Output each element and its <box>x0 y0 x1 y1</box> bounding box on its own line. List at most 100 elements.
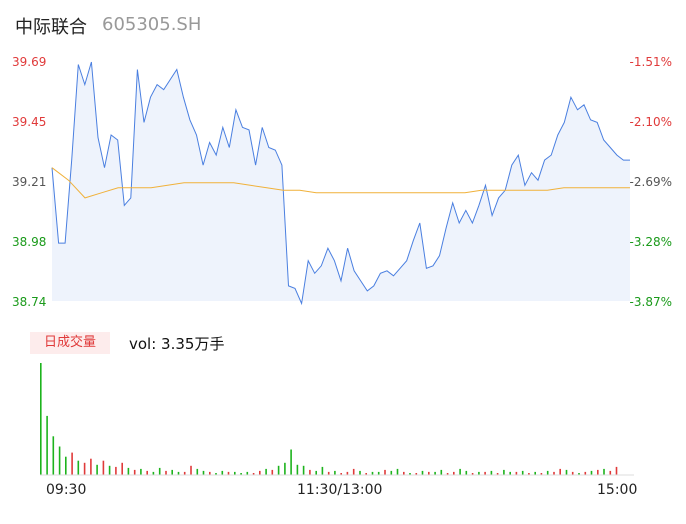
average-price-line <box>51 167 630 199</box>
volume-bar <box>377 471 380 475</box>
volume-bar <box>327 471 330 475</box>
volume-bar <box>546 470 549 475</box>
volume-bar <box>490 470 493 475</box>
volume-bar <box>609 470 612 475</box>
volume-bar <box>565 469 568 475</box>
volume-bar <box>152 471 155 475</box>
volume-bar <box>559 468 561 475</box>
volume-bar <box>271 469 274 475</box>
volume-bar <box>334 470 336 475</box>
volume-bar <box>484 471 486 475</box>
ytick-left-4: 38.74 <box>12 295 47 309</box>
volume-bar <box>578 473 580 475</box>
volume-bar <box>428 471 430 475</box>
volume-bar <box>108 465 111 475</box>
volume-bar <box>165 470 167 475</box>
volume-bar <box>246 471 249 475</box>
stock-name: 中际联合 <box>15 17 87 38</box>
volume-tab[interactable]: 日成交量 <box>30 332 110 354</box>
volume-bar <box>446 473 449 475</box>
ytick-right-4: -3.87% <box>629 295 672 309</box>
volume-bar <box>352 468 355 475</box>
volume-bar <box>190 465 192 475</box>
volume-bar <box>534 471 536 475</box>
volume-bar <box>202 470 205 475</box>
ytick-left-0: 39.69 <box>12 55 47 69</box>
volume-bar <box>127 467 130 475</box>
volume-bar <box>403 471 405 475</box>
ytick-right-3: -3.28% <box>629 235 672 249</box>
volume-bar <box>521 470 524 475</box>
volume-bar <box>340 473 342 475</box>
volume-bar <box>553 471 555 475</box>
volume-bar <box>290 449 292 475</box>
volume-bar <box>171 469 173 475</box>
volume-bar <box>40 363 42 475</box>
volume-bar <box>384 469 386 475</box>
price-area <box>52 62 630 304</box>
ytick-left-3: 38.98 <box>12 235 47 249</box>
volume-bar <box>453 471 455 475</box>
volume-bar <box>409 473 411 475</box>
xtick-open: 09:30 <box>46 482 87 498</box>
volume-bar <box>221 470 224 475</box>
volume-bar <box>96 464 98 475</box>
volume-bar <box>509 471 511 475</box>
volume-bar <box>371 471 374 475</box>
volume-bar <box>52 436 55 475</box>
volume-bar <box>584 471 587 475</box>
volume-bar <box>496 473 499 475</box>
volume-bar <box>102 460 105 475</box>
volume-bar <box>209 471 211 475</box>
volume-bar <box>252 473 255 475</box>
volume-bar <box>597 469 599 475</box>
volume-bar <box>459 468 461 475</box>
volume-bar <box>528 473 530 475</box>
stock-code: 605305.SH <box>102 14 202 35</box>
volume-bar <box>309 469 311 475</box>
volume-total: vol: 3.35万手 <box>129 335 225 353</box>
volume-bar <box>77 460 80 475</box>
volume-bar <box>396 468 399 475</box>
price-line <box>51 61 630 306</box>
xtick-close: 15:00 <box>597 482 638 498</box>
volume-bar <box>90 458 92 475</box>
volume-bar <box>434 471 436 475</box>
volume-bar <box>115 466 117 475</box>
volume-bar <box>277 465 280 475</box>
volume-bar <box>259 470 261 475</box>
volume-bar <box>196 468 199 475</box>
volume-bar <box>240 473 242 475</box>
volume-bar <box>146 470 148 475</box>
volume-bar <box>465 470 468 475</box>
volume-bar <box>515 471 518 475</box>
volume-bar <box>133 469 136 475</box>
volume-bar <box>284 462 286 475</box>
volume-bar <box>183 471 186 475</box>
volume-bar <box>140 468 142 475</box>
volume-bar <box>158 467 161 475</box>
ytick-left-2: 39.21 <box>12 175 47 189</box>
volume-bar <box>440 469 443 475</box>
volume-bar <box>365 473 367 475</box>
volume-bar <box>346 471 349 475</box>
volume-bar <box>58 446 61 475</box>
volume-bar <box>302 465 305 475</box>
volume-bar <box>65 456 67 475</box>
volume-bar <box>177 471 180 475</box>
volume-bar <box>590 470 593 475</box>
volume-bar <box>227 471 230 475</box>
volume-bar <box>215 473 217 475</box>
volume-bar <box>603 468 605 475</box>
volume-bar <box>615 466 618 475</box>
volume-bar <box>234 471 236 475</box>
ytick-left-1: 39.45 <box>12 115 47 129</box>
ytick-right-0: -1.51% <box>629 55 672 69</box>
volume-bar <box>296 464 299 475</box>
volume-bar <box>471 473 474 475</box>
volume-bar <box>359 470 361 475</box>
volume-bar <box>540 473 543 475</box>
volume-bar <box>415 473 418 475</box>
volume-bar <box>478 471 480 475</box>
